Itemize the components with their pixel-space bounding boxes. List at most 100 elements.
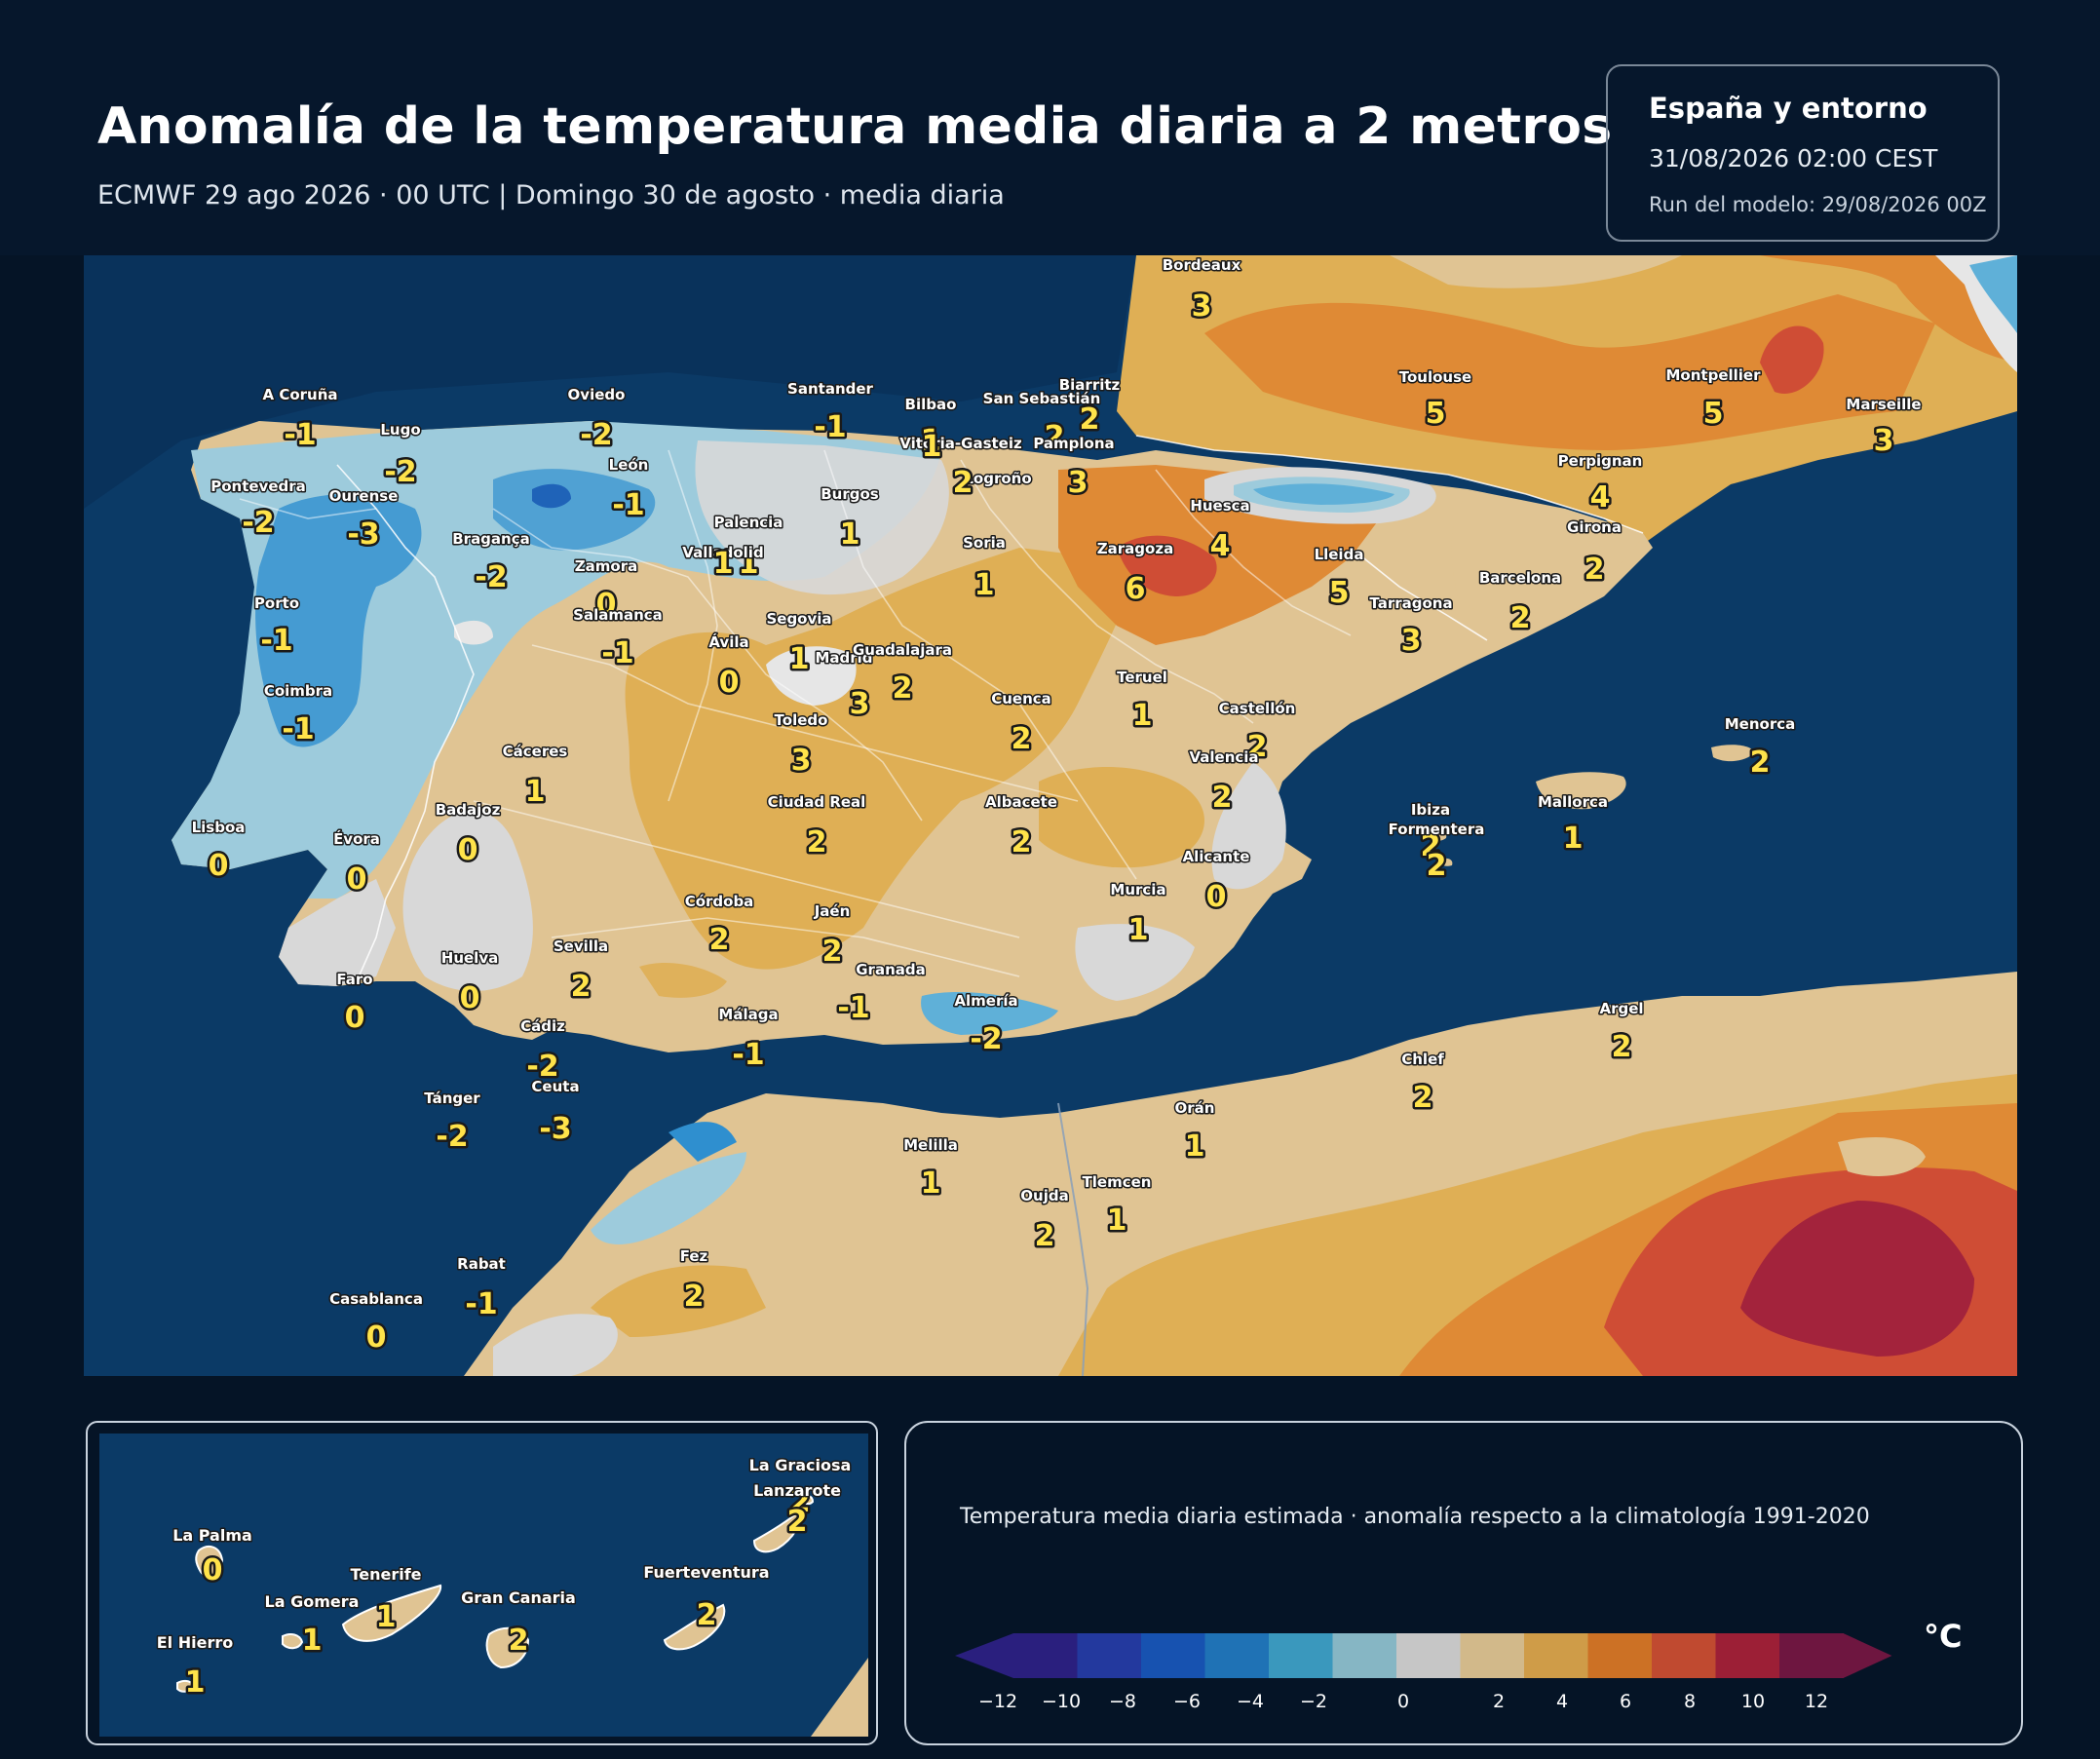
city-value-madrid: 3 — [850, 687, 870, 721]
colorbar-segment — [1332, 1633, 1397, 1678]
city-name-mallorca: Mallorca — [1538, 793, 1608, 811]
city-name-fez: Fez — [680, 1247, 708, 1265]
city-name-granada: Granada — [856, 961, 926, 978]
city-value-logrono: 2 — [953, 466, 974, 500]
city-name-ciudad-real: Ciudad Real — [768, 793, 866, 811]
city-value-argel: 2 — [1612, 1030, 1632, 1064]
city-value-cuenca: 2 — [1012, 722, 1032, 756]
island-value-tenerife: 1 — [376, 1600, 397, 1634]
city-value-oviedo: -2 — [580, 418, 612, 452]
city-name-avila: Ávila — [708, 632, 748, 651]
main-map[interactable]: Bordeaux 3 Toulouse 5 Montpellier 5 Marseille 3… — [84, 255, 2017, 1376]
colorbar-tick-label: 2 — [1493, 1691, 1505, 1712]
city-name-ibiza: Ibiza — [1411, 801, 1450, 819]
colorbar-segment — [1204, 1633, 1270, 1678]
island-name-lanzarote: Lanzarote — [753, 1481, 841, 1500]
canarias-islands — [176, 1494, 815, 1693]
city-value-girona: 2 — [1585, 553, 1605, 587]
city-name-braganca: Bragança — [452, 530, 530, 548]
city-value-caceres: 1 — [525, 775, 546, 809]
city-name-formentera: Formentera — [1389, 821, 1485, 838]
colorbar-segment — [1587, 1633, 1653, 1678]
city-name-soria: Soria — [963, 534, 1006, 552]
city-value-tarragona: 3 — [1401, 624, 1422, 658]
city-value-murcia: 1 — [1128, 913, 1149, 947]
city-name-melilla: Melilla — [903, 1136, 958, 1154]
city-value-fez: 2 — [684, 1280, 705, 1314]
city-name-barcelona: Barcelona — [1479, 569, 1561, 587]
city-value-salamanca: -1 — [601, 636, 633, 670]
city-name-guadalajara: Guadalajara — [853, 641, 952, 659]
colorbar-tick-label: −6 — [1173, 1691, 1201, 1712]
city-value-segovia: 1 — [789, 642, 810, 676]
colorbar-extend-min — [955, 1633, 1013, 1678]
page-title: Anomalía de la temperatura media diaria … — [97, 97, 1613, 156]
city-name-oran: Orán — [1175, 1099, 1215, 1117]
colorbar-segment — [1396, 1633, 1461, 1678]
island-name-gran-canaria: Gran Canaria — [461, 1588, 576, 1607]
city-name-santander: Santander — [787, 380, 873, 398]
city-name-perpignan: Perpignan — [1558, 452, 1643, 470]
city-value-soria: 1 — [974, 568, 995, 602]
island-name-la-palma: La Palma — [172, 1526, 252, 1545]
city-value-rabat: -1 — [465, 1287, 497, 1321]
city-name-coimbra: Coimbra — [264, 682, 332, 700]
island-name-el-hierro: El Hierro — [157, 1633, 233, 1652]
city-value-ibiza: 2 — [1421, 829, 1441, 863]
city-value-lleida: 5 — [1329, 576, 1350, 610]
info-box: España y entorno 31/08/2026 02:00 CEST R… — [1606, 64, 2000, 242]
legend-unit: °C — [1924, 1618, 1963, 1655]
island-name-fuerteventura: Fuerteventura — [643, 1563, 769, 1582]
city-value-lugo: -2 — [384, 455, 416, 489]
city-name-segovia: Segovia — [766, 610, 831, 628]
city-name-argel: Argel — [1599, 1000, 1643, 1017]
land-france — [1117, 255, 2017, 548]
land-north-africa — [464, 972, 2017, 1376]
city-name-marseille: Marseille — [1846, 396, 1921, 413]
city-value-toledo: 3 — [791, 744, 812, 778]
city-value-marseille: 3 — [1874, 424, 1894, 458]
city-value-ourense: -3 — [347, 517, 379, 552]
city-value-avila: 0 — [719, 666, 740, 700]
city-name-cuenca: Cuenca — [991, 690, 1051, 707]
city-value-castellon: 2 — [1247, 730, 1268, 764]
island-name-la-gomera: La Gomera — [265, 1592, 360, 1611]
city-value-bilbao: 1 — [921, 424, 941, 458]
city-name-malaga: Málaga — [718, 1006, 778, 1023]
city-name-cadiz: Cádiz — [520, 1017, 565, 1035]
city-name-porto: Porto — [254, 594, 299, 612]
canarias-inset: La Graciosa 2 Lanzarote 2 La Palma 0 Tenerife 1… — [86, 1421, 878, 1745]
header-bar: Anomalía de la temperatura media diaria … — [0, 0, 2100, 255]
city-name-tlemcen: Tlemcen — [1083, 1173, 1152, 1191]
city-name-cordoba: Córdoba — [685, 893, 754, 910]
city-name-toledo: Toledo — [775, 711, 828, 729]
city-name-toulouse: Toulouse — [1399, 368, 1471, 386]
city-name-zamora: Zamora — [575, 557, 637, 575]
city-value-sevilla: 2 — [571, 970, 592, 1004]
colorbar: −12 −10 −8 −6 −4 −2 0 2 4 6 8 10 12 — [955, 1633, 1892, 1712]
info-model-run: Run del modelo: 29/08/2026 00Z — [1649, 193, 1987, 216]
city-name-lugo: Lugo — [380, 421, 420, 439]
island-value-el-hierro: 1 — [185, 1665, 206, 1700]
city-value-biarritz: 2 — [1080, 402, 1100, 437]
city-value-san-sebastian: 2 — [1045, 420, 1065, 454]
city-name-lleida: Lleida — [1315, 546, 1364, 563]
city-name-casablanca: Casablanca — [329, 1290, 423, 1308]
city-name-murcia: Murcia — [1110, 881, 1165, 899]
city-name-faro: Faro — [336, 971, 372, 988]
island-value-gran-canaria: 2 — [509, 1624, 529, 1658]
city-name-leon: León — [609, 456, 649, 474]
colorbar-segment — [1077, 1633, 1142, 1678]
city-value-burgos: 1 — [840, 517, 860, 552]
city-value-teruel: 1 — [1132, 699, 1153, 733]
city-name-biarritz: Biarritz — [1059, 376, 1121, 394]
city-value-menorca: 2 — [1750, 746, 1771, 780]
city-value-coimbra: -1 — [282, 712, 314, 746]
colorbar-segment — [1524, 1633, 1588, 1678]
city-value-pontevedra: -2 — [242, 506, 274, 540]
colorbar-segment — [1269, 1633, 1333, 1678]
city-value-almeria: -2 — [970, 1022, 1002, 1056]
city-name-tarragona: Tarragona — [1369, 594, 1452, 612]
city-name-burgos: Burgos — [821, 485, 879, 503]
